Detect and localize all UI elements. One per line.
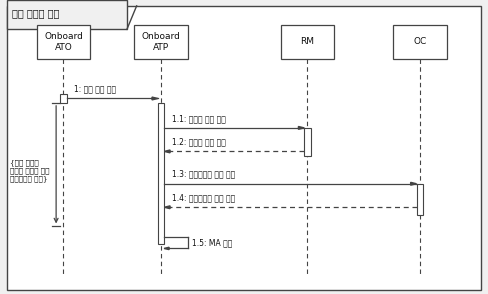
Polygon shape <box>299 126 305 129</box>
Bar <box>281 25 334 59</box>
Text: 1.2: 리소스 확보 정보: 1.2: 리소스 확보 정보 <box>172 137 225 146</box>
Text: Onboard
ATO: Onboard ATO <box>44 32 83 51</box>
Text: OC: OC <box>413 37 427 46</box>
Text: 1.3: 선로전환기 전환 요구: 1.3: 선로전환기 전환 요구 <box>172 170 235 179</box>
Bar <box>158 103 164 244</box>
Text: Onboard
ATP: Onboard ATP <box>142 32 181 51</box>
Polygon shape <box>152 97 158 100</box>
Text: RM: RM <box>301 37 314 46</box>
Bar <box>61 94 67 103</box>
Polygon shape <box>164 150 170 153</box>
Bar <box>37 25 90 59</box>
Bar <box>393 25 447 59</box>
Text: 1.4: 선로전환기 상태 정보: 1.4: 선로전환기 상태 정보 <box>172 193 235 202</box>
Text: 경로 리소스 확보: 경로 리소스 확보 <box>12 8 60 18</box>
Bar <box>134 25 188 59</box>
Text: {계획 경로의
리소스 확보시 까지
계속적으로 처리}: {계획 경로의 리소스 확보시 까지 계속적으로 처리} <box>10 159 49 182</box>
Text: 1.5: MA 확보: 1.5: MA 확보 <box>192 238 232 247</box>
Polygon shape <box>411 182 417 185</box>
Bar <box>417 184 423 215</box>
Text: 1.1: 리소스 확보 요구: 1.1: 리소스 확보 요구 <box>172 114 225 123</box>
Polygon shape <box>164 247 169 250</box>
Bar <box>305 128 311 156</box>
Bar <box>7 0 127 29</box>
Text: 1: 계획 경로 정보: 1: 계획 경로 정보 <box>74 84 116 93</box>
Polygon shape <box>164 206 170 209</box>
